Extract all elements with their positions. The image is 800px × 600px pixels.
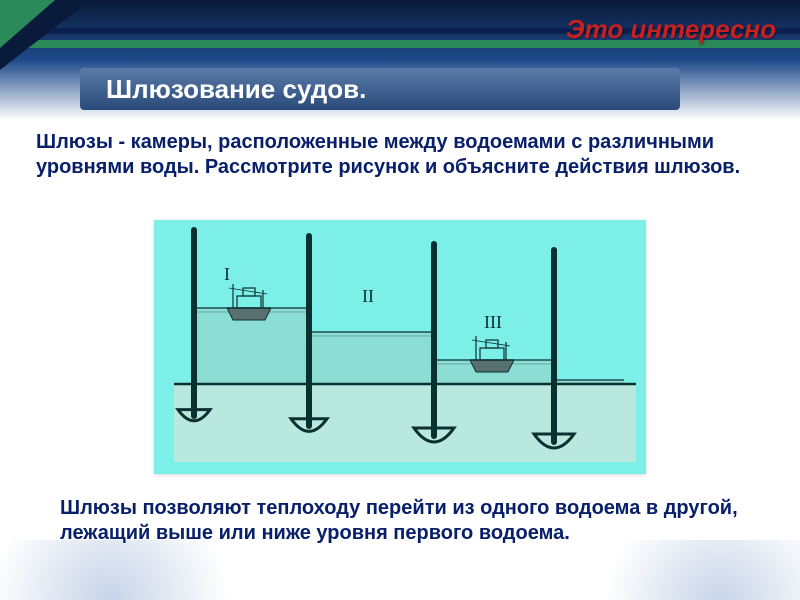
corner-triangle-green <box>0 0 55 48</box>
svg-text:II: II <box>362 286 374 306</box>
svg-text:III: III <box>484 312 502 332</box>
intro-text: Шлюзы - камеры, расположенные между водо… <box>36 130 756 180</box>
lock-diagram: IIIIII <box>154 220 646 474</box>
slide-title-box: Шлюзование судов. <box>80 68 680 110</box>
svg-text:I: I <box>224 264 230 284</box>
lock-diagram-svg: IIIIII <box>154 220 646 474</box>
conclusion-text: Шлюзы позволяют теплоходу перейти из одн… <box>60 496 760 546</box>
header-badge: Это интересно <box>566 14 776 45</box>
footer-decor <box>0 540 800 600</box>
slide-title: Шлюзование судов. <box>106 74 366 105</box>
